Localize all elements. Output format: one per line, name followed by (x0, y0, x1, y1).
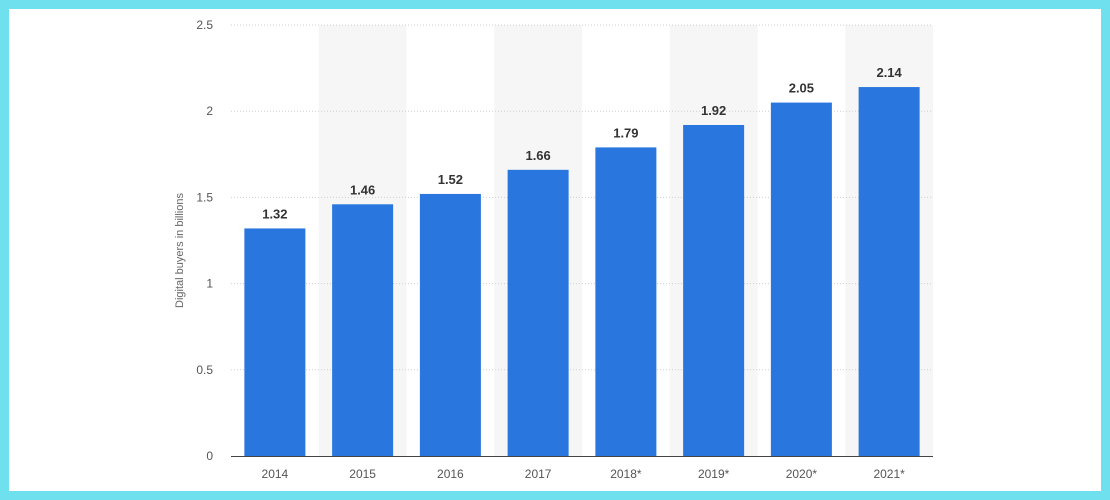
y-tick-label: 1.5 (196, 190, 213, 204)
bar-value-label: 1.79 (613, 125, 638, 140)
x-tick-label: 2017 (525, 467, 552, 481)
y-tick-label: 2 (206, 104, 213, 118)
y-tick-label: 2.5 (196, 18, 213, 32)
y-tick-label: 0.5 (196, 363, 213, 377)
y-axis-ticks: 0 0.5 1 1.5 2 2.5 (196, 18, 213, 463)
x-tick-label: 2021* (873, 467, 905, 481)
bar-value-label: 1.46 (350, 182, 375, 197)
bar-series (244, 87, 920, 457)
y-tick-label: 0 (206, 449, 213, 463)
x-tick-label: 2019* (698, 467, 730, 481)
bar[interactable] (507, 169, 569, 457)
bar-value-label: 2.05 (789, 81, 814, 96)
x-tick-label: 2015 (349, 467, 376, 481)
y-tick-label: 1 (206, 277, 213, 291)
bar[interactable] (683, 124, 745, 456)
bar-chart: 1.321.461.521.661.791.922.052.14 00.511.… (174, 18, 933, 481)
y-axis-title: Digital buyers in billions (174, 193, 186, 308)
x-tick-label: 2020* (786, 467, 818, 481)
bar-value-label: 1.52 (438, 172, 463, 187)
bar-value-label: 1.92 (701, 103, 726, 118)
bar[interactable] (244, 228, 306, 456)
bar-value-label: 1.32 (262, 206, 287, 221)
x-tick-label: 2018* (610, 467, 642, 481)
bar[interactable] (858, 87, 920, 457)
bar-value-label: 1.66 (525, 148, 550, 163)
data-labels: 1.32 1.46 1.52 1.66 1.79 1.92 2.05 2.14 (262, 65, 902, 221)
x-tick-label: 2016 (437, 467, 464, 481)
chart-frame: 1.32 1.46 1.52 1.66 1.79 1.92 2.05 2.14 0 0.5 1 1.… (9, 9, 1101, 491)
x-axis-ticks: 2014 2015 2016 2017 2018* 2019* 2020* 2021* (262, 467, 906, 481)
bar-value-label: 2.14 (876, 65, 902, 80)
x-tick-label: 2014 (262, 467, 289, 481)
bar[interactable] (595, 147, 657, 457)
bar[interactable] (770, 102, 832, 456)
bar[interactable] (419, 193, 481, 456)
bar[interactable] (332, 204, 394, 456)
